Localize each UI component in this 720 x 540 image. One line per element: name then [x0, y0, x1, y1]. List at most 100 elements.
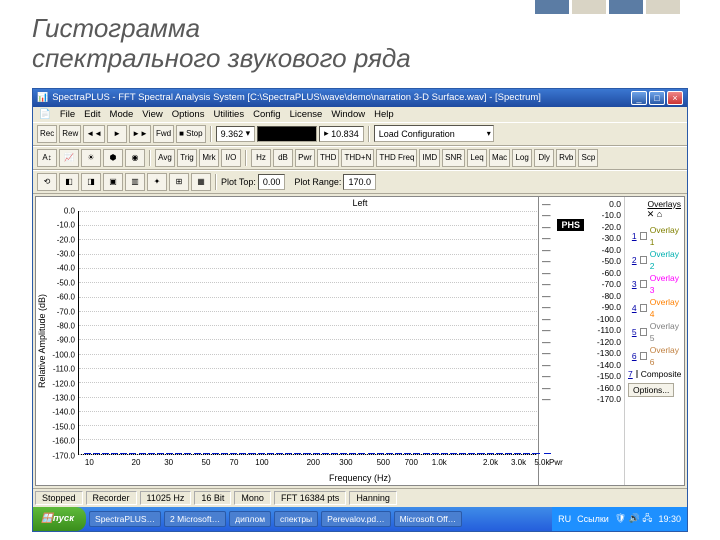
tool-d-icon[interactable]: ⬢ — [103, 149, 123, 167]
view-tool-5[interactable]: ✦ — [147, 173, 167, 191]
status-mono: Mono — [234, 491, 271, 505]
menu-edit[interactable]: Edit — [84, 109, 100, 120]
minimize-button[interactable]: _ — [631, 91, 647, 105]
param-db[interactable]: dB — [273, 149, 293, 167]
overlay-3[interactable]: 3 Overlay 3 — [628, 272, 681, 296]
right-panel: —0.0—-10.0—-20.0—-30.0—-40.0—-50.0—-60.0… — [538, 197, 624, 485]
y-axis-label: Relative Amplitude (dB) — [36, 197, 48, 485]
tray-icons: 🛡 🔊 🖧 — [615, 511, 653, 527]
param-leq[interactable]: Leq — [467, 149, 487, 167]
time-from[interactable]: 9.362 ▾ — [216, 126, 256, 142]
trig-button[interactable]: Trig — [177, 149, 197, 167]
transport-fwd[interactable]: Fwd — [153, 125, 174, 143]
time-slider[interactable] — [257, 126, 317, 142]
status-stopped: Stopped — [35, 491, 83, 505]
tool-a-icon[interactable]: A↕ — [37, 149, 57, 167]
plot-top-input[interactable]: 0.00 — [258, 174, 286, 190]
view-tool-0[interactable]: ⟲ — [37, 173, 57, 191]
param-thdfreq[interactable]: THD Freq — [376, 149, 417, 167]
close-button[interactable]: × — [667, 91, 683, 105]
status-hanning: Hanning — [349, 491, 397, 505]
options-button[interactable]: Options... — [628, 383, 674, 397]
window-title: SpectraPLUS - FFT Spectral Analysis Syst… — [52, 92, 631, 103]
config-combo[interactable]: Load Configuration — [374, 125, 494, 142]
mrk-button[interactable]: Mrk — [199, 149, 219, 167]
param-scp[interactable]: Scp — [578, 149, 598, 167]
menu-config[interactable]: Config — [253, 109, 280, 120]
view-tool-7[interactable]: ▦ — [191, 173, 211, 191]
transport-btn[interactable]: ►► — [129, 125, 151, 143]
titlebar[interactable]: 📊 SpectraPLUS - FFT Spectral Analysis Sy… — [33, 89, 687, 107]
status-11025 hz: 11025 Hz — [140, 491, 192, 505]
overlay-5[interactable]: 5 Overlay 5 — [628, 320, 681, 344]
transport-stop[interactable]: ■ Stop — [176, 125, 206, 143]
view-tool-2[interactable]: ◨ — [81, 173, 101, 191]
menu-options[interactable]: Options — [172, 109, 205, 120]
chart-area: Left Relative Amplitude (dB) 0.0-10.0-20… — [35, 196, 685, 486]
clock: 19:30 — [658, 514, 681, 524]
taskbar-item[interactable]: Perevalov.pd… — [321, 511, 390, 527]
transport-rec[interactable]: Rec — [37, 125, 57, 143]
menu-file[interactable]: File — [60, 109, 75, 120]
chart-title: Left — [36, 198, 684, 208]
param-mac[interactable]: Mac — [489, 149, 510, 167]
taskbar-item[interactable]: Microsoft Off… — [394, 511, 463, 527]
taskbar-item[interactable]: спектры — [274, 511, 318, 527]
overlay-6[interactable]: 6 Overlay 6 — [628, 344, 681, 368]
system-tray[interactable]: RU Ссылки 🛡 🔊 🖧 19:30 — [552, 507, 687, 531]
param-hz[interactable]: Hz — [251, 149, 271, 167]
tray-links[interactable]: Ссылки — [577, 514, 609, 524]
view-tool-1[interactable]: ◧ — [59, 173, 79, 191]
maximize-button[interactable]: □ — [649, 91, 665, 105]
param-thd[interactable]: THD — [317, 149, 339, 167]
tool-e-icon[interactable]: ◉ — [125, 149, 145, 167]
view-tool-3[interactable]: ▣ — [103, 173, 123, 191]
avg-button[interactable]: Avg — [155, 149, 175, 167]
param-snr[interactable]: SNR — [442, 149, 465, 167]
status-16 bit: 16 Bit — [194, 491, 231, 505]
app-window: 📊 SpectraPLUS - FFT Spectral Analysis Sy… — [32, 88, 688, 532]
overlay-4[interactable]: 4 Overlay 4 — [628, 296, 681, 320]
param-pwr[interactable]: Pwr — [295, 149, 315, 167]
io-button[interactable]: I/O — [221, 149, 241, 167]
menu-help[interactable]: Help — [374, 109, 394, 120]
param-thdn[interactable]: THD+N — [341, 149, 374, 167]
overlays-panel: Overlays ✕ ⌂ 1 Overlay 1 2 Overlay 2 3 O… — [624, 197, 684, 485]
view-tool-4[interactable]: ▥ — [125, 173, 145, 191]
overlay-1[interactable]: 1 Overlay 1 — [628, 224, 681, 248]
tool-b-icon[interactable]: 📈 — [59, 149, 79, 167]
transport-rew[interactable]: Rew — [59, 125, 81, 143]
lang-indicator[interactable]: RU — [558, 514, 571, 524]
param-rvb[interactable]: Rvb — [556, 149, 576, 167]
transport-btn[interactable]: ◄◄ — [83, 125, 105, 143]
slide-accent — [535, 0, 680, 14]
overlay-2[interactable]: 2 Overlay 2 — [628, 248, 681, 272]
param-dly[interactable]: Dly — [534, 149, 554, 167]
time-to[interactable]: ▸ 10.834 — [319, 126, 364, 142]
doc-icon: 📄 — [39, 109, 51, 120]
app-icon: 📊 — [37, 92, 48, 103]
overlay-7[interactable]: 7 Composite — [628, 368, 681, 380]
param-imd[interactable]: IMD — [419, 149, 440, 167]
param-log[interactable]: Log — [512, 149, 532, 167]
menu-window[interactable]: Window — [331, 109, 365, 120]
taskbar-item[interactable]: диплом — [229, 511, 271, 527]
transport-btn[interactable]: ► — [107, 125, 127, 143]
start-button[interactable]: 🪟 пуск — [33, 507, 86, 531]
toolbar-plot: ⟲◧◨▣▥✦⊞▦ Plot Top: 0.00 Plot Range: 170.… — [33, 170, 687, 194]
taskbar-item[interactable]: SpectraPLUS… — [89, 511, 161, 527]
toolbar-params: A↕ 📈 ☀ ⬢ ◉ Avg Trig Mrk I/O HzdBPwrTHDTH… — [33, 146, 687, 170]
view-tool-6[interactable]: ⊞ — [169, 173, 189, 191]
x-axis-ticks: 10203050701002003005007001.0k2.0k3.0k5.0… — [36, 458, 684, 470]
plot-range-input[interactable]: 170.0 — [343, 174, 376, 190]
plot-top-label: Plot Top: — [221, 177, 256, 187]
statusbar: StoppedRecorder11025 Hz16 BitMonoFFT 163… — [33, 488, 687, 507]
spectrum-plot[interactable] — [78, 211, 537, 455]
menu-license[interactable]: License — [290, 109, 323, 120]
taskbar-item[interactable]: 2 Microsoft… — [164, 511, 226, 527]
menu-view[interactable]: View — [142, 109, 162, 120]
menu-mode[interactable]: Mode — [110, 109, 134, 120]
tool-c-icon[interactable]: ☀ — [81, 149, 101, 167]
plot-range-label: Plot Range: — [294, 177, 341, 187]
menu-utilities[interactable]: Utilities — [213, 109, 244, 120]
